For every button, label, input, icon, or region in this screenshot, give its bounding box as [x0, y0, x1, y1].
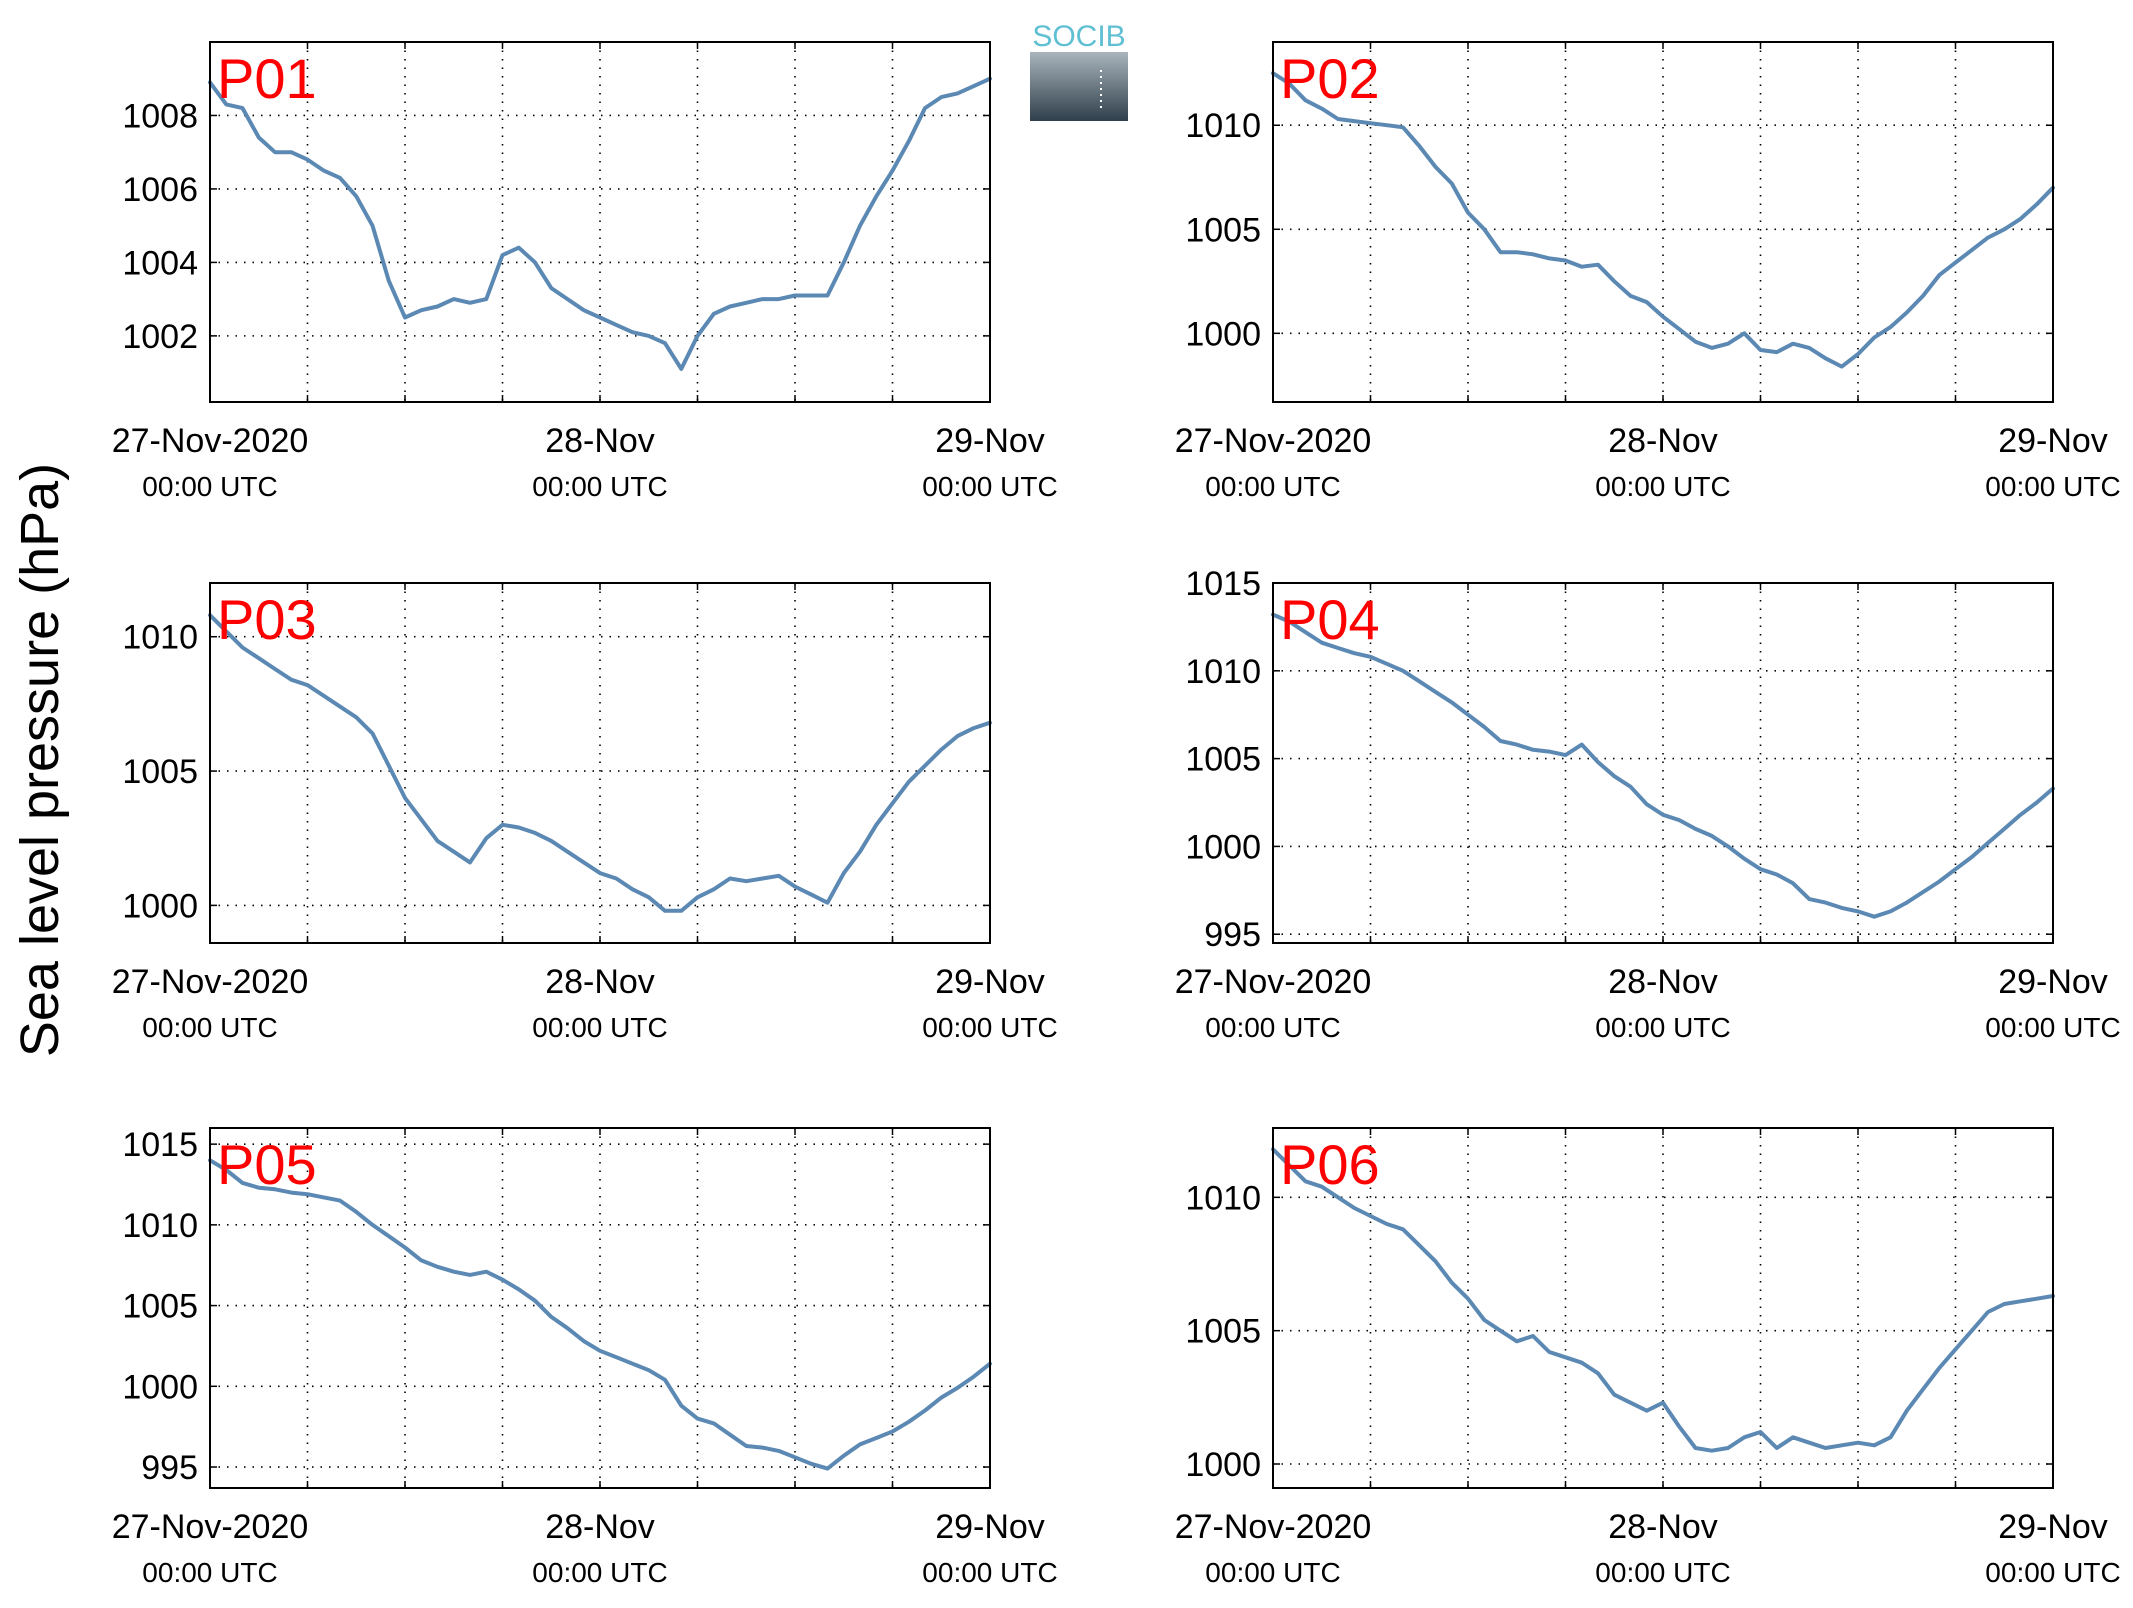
y-tick-label: 1000 [1185, 315, 1261, 353]
socib-logo: SOCIB [1030, 20, 1128, 121]
x-tick-sublabel: 00:00 UTC [1205, 471, 1340, 502]
y-tick-label: 1010 [1185, 1179, 1261, 1217]
axes-frame [209, 41, 991, 403]
y-tick-label: 1015 [1185, 565, 1261, 603]
x-tick-label: 27-Nov-2020 [1175, 963, 1372, 1001]
x-tick-label: 29-Nov [1998, 963, 2108, 1001]
x-tick-label: 28-Nov [545, 963, 655, 1001]
x-tick-sublabel: 00:00 UTC [1985, 1557, 2120, 1588]
x-tick-sublabel: 00:00 UTC [1985, 471, 2120, 502]
x-tick-label: 28-Nov [1608, 422, 1718, 460]
axes-frame [209, 1127, 991, 1489]
chart-panel-p02: 1000 1005 1010 27-Nov-2020 00:00 UTC 28-Nov 00… [1175, 41, 2121, 502]
x-tick-sublabel: 00:00 UTC [922, 1012, 1057, 1043]
x-tick-sublabel: 00:00 UTC [532, 471, 667, 502]
x-tick-sublabel: 00:00 UTC [142, 471, 277, 502]
x-tick-sublabel: 00:00 UTC [532, 1557, 667, 1588]
x-tick-label: 29-Nov [1998, 422, 2108, 460]
chart-panel-p05: 995 1000 1005 1010 1015 27-Nov-2020 00:00 UTC 2… [112, 1126, 1058, 1588]
x-tick-sublabel: 00:00 UTC [532, 1012, 667, 1043]
x-tick-sublabel: 00:00 UTC [142, 1012, 277, 1043]
x-tick-label: 29-Nov [935, 963, 1045, 1001]
chart-panel-p01: 1002 1004 1006 1008 27-Nov-2020 00:00 UTC 28-N… [112, 41, 1058, 502]
x-tick-label: 27-Nov-2020 [112, 422, 309, 460]
x-tick-label: 27-Nov-2020 [112, 963, 309, 1001]
chart-panel-p04: 995 1000 1005 1010 1015 27-Nov-2020 00:00 UTC 2… [1175, 565, 2121, 1043]
y-tick-label: 1005 [122, 753, 198, 791]
series-line [208, 76, 992, 371]
logo-box [1030, 52, 1128, 121]
panel-label: P01 [217, 47, 317, 110]
x-tick-sublabel: 00:00 UTC [142, 1557, 277, 1588]
x-tick-sublabel: 00:00 UTC [922, 471, 1057, 502]
x-tick-sublabel: 00:00 UTC [1595, 1012, 1730, 1043]
x-tick-label: 29-Nov [1998, 1508, 2108, 1546]
series-line [1271, 1147, 2055, 1453]
y-tick-label: 995 [141, 1449, 198, 1487]
y-tick-label: 1010 [1185, 653, 1261, 691]
y-tick-label: 1005 [1185, 741, 1261, 779]
x-tick-sublabel: 00:00 UTC [1205, 1557, 1340, 1588]
x-tick-sublabel: 00:00 UTC [1595, 471, 1730, 502]
series-line [1271, 71, 2055, 369]
y-tick-label: 1010 [122, 1207, 198, 1245]
series-line [208, 1158, 992, 1471]
y-tick-label: 1002 [122, 318, 198, 356]
panel-label: P06 [1280, 1133, 1380, 1196]
panels: 1002 1004 1006 1008 27-Nov-2020 00:00 UTC 28-N… [112, 41, 2121, 1588]
series-line [1271, 612, 2055, 919]
panel-label: P05 [217, 1133, 317, 1196]
panel-label: P02 [1280, 47, 1380, 110]
axes-frame [1272, 41, 2054, 403]
x-tick-sublabel: 00:00 UTC [1985, 1012, 2120, 1043]
y-tick-label: 1006 [122, 171, 198, 209]
y-tick-label: 1010 [122, 619, 198, 657]
y-tick-label: 1005 [1185, 1313, 1261, 1351]
x-tick-sublabel: 00:00 UTC [1205, 1012, 1340, 1043]
y-tick-label: 1005 [1185, 211, 1261, 249]
x-tick-label: 27-Nov-2020 [112, 1508, 309, 1546]
chart-panel-p06: 1000 1005 1010 27-Nov-2020 00:00 UTC 28-Nov 00… [1175, 1127, 2121, 1588]
y-tick-label: 1005 [122, 1288, 198, 1326]
y-tick-label: 1004 [122, 244, 198, 282]
axes-frame [1272, 1127, 2054, 1489]
series-line [208, 613, 992, 913]
panel-label: P04 [1280, 588, 1380, 651]
x-tick-label: 29-Nov [935, 422, 1045, 460]
y-tick-label: 1000 [1185, 828, 1261, 866]
y-tick-label: 1010 [1185, 107, 1261, 145]
y-axis-label: Sea level pressure (hPa) [10, 463, 70, 1057]
y-tick-label: 1000 [1185, 1446, 1261, 1484]
y-tick-label: 1008 [122, 97, 198, 135]
x-tick-sublabel: 00:00 UTC [1595, 1557, 1730, 1588]
x-tick-sublabel: 00:00 UTC [922, 1557, 1057, 1588]
panel-label: P03 [217, 588, 317, 651]
x-tick-label: 28-Nov [1608, 963, 1718, 1001]
x-tick-label: 28-Nov [545, 1508, 655, 1546]
x-tick-label: 27-Nov-2020 [1175, 422, 1372, 460]
axes-frame [1272, 582, 2054, 944]
x-tick-label: 29-Nov [935, 1508, 1045, 1546]
y-tick-label: 1000 [122, 1368, 198, 1406]
x-tick-label: 27-Nov-2020 [1175, 1508, 1372, 1546]
logo-text: SOCIB [1032, 20, 1125, 53]
x-tick-label: 28-Nov [1608, 1508, 1718, 1546]
y-tick-label: 995 [1204, 916, 1261, 954]
x-tick-label: 28-Nov [545, 422, 655, 460]
y-tick-label: 1000 [122, 887, 198, 925]
chart-panel-p03: 1000 1005 1010 27-Nov-2020 00:00 UTC 28-Nov 00… [112, 582, 1058, 1043]
y-tick-label: 1015 [122, 1126, 198, 1164]
axes-frame [209, 582, 991, 944]
